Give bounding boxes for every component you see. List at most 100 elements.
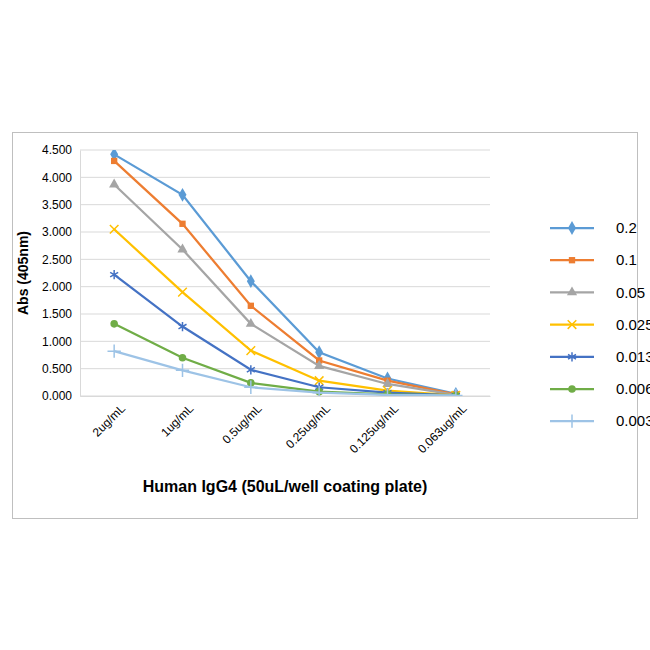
x-axis-title: Human IgG4 (50uL/well coating plate): [143, 478, 427, 495]
legend-label: 0.013: [616, 348, 650, 365]
x-tick-label: 0.063ug/mL: [415, 401, 470, 456]
marker: [381, 388, 394, 396]
y-tick: 4.000: [42, 171, 80, 185]
legend-item: 0.1: [550, 251, 637, 268]
legend-label: 0.2: [616, 219, 637, 236]
y-tick: 0.000: [42, 389, 80, 403]
grid-line: [80, 368, 490, 369]
legend-label: 0.1: [616, 251, 637, 268]
legend-marker: [569, 257, 575, 263]
grid-line: [80, 177, 490, 178]
marker: [247, 346, 256, 355]
y-tick: 3.000: [42, 225, 80, 239]
y-tick-label: 4.000: [42, 171, 72, 185]
x-axis: 2ug/mL 1ug/mL 0.5ug/mL 0.25ug/mL 0.125ug/mL0…: [81, 396, 491, 456]
series: [111, 158, 459, 396]
legend-marker: [568, 320, 577, 329]
marker: [110, 320, 118, 328]
marker: [247, 274, 255, 288]
y-tick-label: 2.500: [42, 253, 72, 267]
x-tick: 0.5ug/mL: [219, 396, 265, 447]
legend-marker: [568, 352, 576, 361]
y-tick-label: 4.500: [42, 143, 72, 157]
x-tick: 0.25ug/mL: [283, 396, 333, 451]
marker: [176, 364, 189, 377]
series: [110, 320, 459, 396]
grid-line: [80, 150, 490, 151]
legend-item: 0.05: [550, 284, 645, 301]
series: [110, 270, 460, 396]
legend-item: 0.013: [550, 348, 650, 365]
y-tick: 0.500: [42, 362, 80, 376]
marker: [247, 365, 255, 374]
grid-line: [80, 314, 490, 315]
marker: [382, 378, 392, 387]
grid-line: [80, 232, 490, 233]
legend-item: 0.2: [550, 219, 637, 236]
series-line: [114, 154, 456, 393]
x-tick-label: 0.5ug/mL: [219, 401, 265, 447]
legend-marker: [565, 415, 578, 428]
legend-label: 0.003: [616, 412, 650, 429]
x-tick: 0.125ug/mL: [347, 396, 402, 456]
y-tick: 4.500: [42, 143, 80, 157]
series-line: [114, 184, 456, 394]
legend-label: 0.025: [616, 316, 650, 333]
y-tick: 2.000: [42, 280, 80, 294]
y-axis-line: [80, 151, 81, 397]
marker: [178, 288, 187, 297]
x-tick-label: 0.25ug/mL: [283, 401, 333, 451]
marker: [179, 221, 185, 227]
legend-marker: [567, 287, 577, 296]
marker: [179, 188, 187, 202]
y-tick: 1.000: [42, 335, 80, 349]
marker: [111, 158, 117, 164]
marker: [110, 270, 118, 279]
x-tick: 2ug/mL: [90, 396, 128, 440]
legend-item: 0.003: [550, 412, 650, 429]
series-line: [114, 324, 456, 396]
marker: [244, 381, 257, 394]
x-axis-line: [81, 396, 491, 397]
legend-item: 0.025: [550, 316, 650, 333]
marker: [177, 244, 187, 253]
grid-line: [80, 204, 490, 205]
y-tick-label: 1.500: [42, 307, 72, 321]
x-tick-label: 0.125ug/mL: [347, 401, 402, 456]
grid-line: [80, 259, 490, 260]
series: [107, 345, 462, 396]
y-axis-title: Abs (405nm): [15, 231, 31, 315]
marker: [314, 360, 324, 369]
legend-label: 0.05: [616, 284, 645, 301]
legend-marker: [568, 221, 576, 235]
chart-border: [13, 133, 638, 519]
marker: [449, 389, 462, 396]
y-tick-label: 0.500: [42, 362, 72, 376]
y-tick: 1.500: [42, 307, 80, 321]
plot: 0.000 0.500 1.000 1.500 2.000 2.500 3.000 3.500…: [42, 143, 491, 456]
series-line: [114, 229, 456, 395]
x-tick-label: 2ug/mL: [90, 401, 128, 439]
series: [110, 225, 460, 396]
x-tick-label: 1ug/mL: [158, 401, 196, 439]
marker: [246, 318, 256, 327]
y-tick: 2.500: [42, 253, 80, 267]
marker: [178, 322, 186, 331]
x-tick: 0.063ug/mL: [415, 396, 470, 456]
x-tick: 1ug/mL: [158, 396, 196, 440]
series: [109, 179, 461, 396]
series-line: [114, 351, 456, 395]
marker: [107, 345, 120, 358]
y-tick-label: 2.000: [42, 280, 72, 294]
legend-label: 0.006: [616, 380, 650, 397]
legend-marker: [568, 385, 576, 393]
y-tick-label: 3.000: [42, 225, 72, 239]
y-tick-label: 3.500: [42, 198, 72, 212]
y-tick-label: 1.000: [42, 335, 72, 349]
y-axis: 0.000 0.500 1.000 1.500 2.000 2.500 3.000 3.500…: [42, 143, 81, 403]
marker: [179, 354, 187, 362]
series-layer: [107, 150, 462, 396]
grid-line: [80, 286, 490, 287]
legend-item: 0.006: [550, 380, 650, 397]
y-tick: 3.500: [42, 198, 80, 212]
